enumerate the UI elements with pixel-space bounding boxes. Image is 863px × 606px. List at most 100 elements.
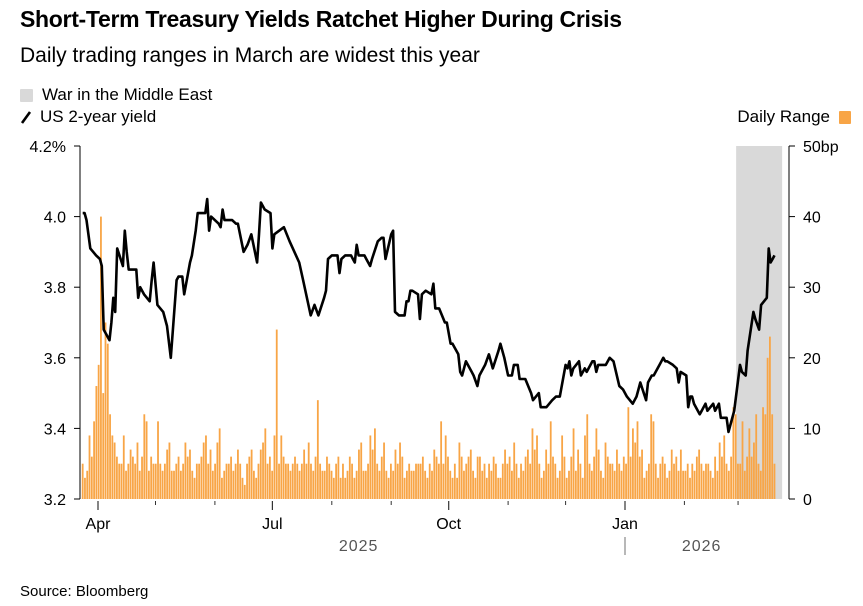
daily-range-bar [533,449,536,499]
daily-range-bar [266,463,269,499]
daily-range-bar [367,463,369,499]
left-axis-tick-label: 3.4 [44,421,66,438]
daily-range-bar [243,484,246,499]
daily-range-bar [394,449,397,499]
daily-range-bar [577,449,580,499]
daily-range-bar [364,470,367,499]
daily-range-bar [323,470,326,499]
daily-range-bar [739,463,742,499]
daily-range-bar [652,421,655,499]
daily-range-bar [257,463,260,499]
legend-item-bar: Daily Range [737,107,851,127]
daily-range-bar [253,470,255,499]
daily-range-bar [695,456,698,499]
daily-range-bar [634,442,637,499]
daily-range-bar [81,463,84,499]
daily-range-bar [549,421,552,499]
daily-range-bar [355,470,358,499]
daily-range-bar [273,435,276,499]
daily-range-bar [424,470,427,499]
right-axis-tick-label: 20 [803,351,821,368]
daily-range-bar [449,470,452,499]
daily-range-bar [465,463,468,499]
daily-range-bar [654,463,657,499]
daily-range-bar [415,463,417,499]
daily-range-bar [264,428,267,499]
daily-range-bar [579,463,582,499]
daily-range-bar [408,463,411,499]
daily-range-bar [458,442,461,499]
daily-range-bar [93,421,95,499]
daily-range-bar [627,407,630,499]
daily-range-bar [278,463,280,499]
daily-range-bar [529,463,532,499]
left-axis-tick-label: 3.2 [44,492,66,509]
daily-range-bar [693,470,696,499]
daily-range-bar [401,456,404,499]
daily-range-bar [184,442,187,499]
daily-range-bar [280,435,283,499]
daily-range-bar [759,470,762,499]
daily-range-bar [552,456,554,499]
daily-range-bar [303,449,306,499]
daily-range-bar [284,463,287,499]
daily-range-bar [629,456,632,499]
daily-range-bar [161,470,164,499]
daily-range-bar [613,470,616,499]
daily-range-bar [561,435,564,499]
daily-range-bar [586,414,589,499]
daily-range-bar [707,463,710,499]
daily-range-bar [86,470,89,499]
daily-range-bar [189,449,191,499]
daily-range-bar [702,470,705,499]
daily-range-bar [207,463,210,499]
daily-range-bar [442,463,445,499]
daily-range-bar [312,470,315,499]
daily-range-bar [198,463,201,499]
daily-range-bar [737,463,739,499]
daily-range-bar [456,477,459,499]
daily-range-bar [154,463,157,499]
daily-range-bar [472,470,474,499]
daily-range-bar [460,456,463,499]
daily-range-bar [237,449,239,499]
daily-range-bar [545,449,548,499]
daily-range-bar [682,470,685,499]
daily-range-bar [673,463,675,499]
daily-range-bar [771,414,774,499]
daily-range-bar [387,477,390,499]
daily-range-bar [517,477,520,499]
daily-range-bar [214,463,216,499]
daily-range-bar [773,463,776,499]
daily-range-bar [675,456,678,499]
daily-range-bar [716,470,719,499]
daily-range-bar [590,470,593,499]
daily-range-bar [730,456,732,499]
daily-range-bar [150,456,153,499]
daily-range-bar [718,442,721,499]
daily-range-bar [348,456,351,499]
daily-range-bar [250,449,253,499]
daily-range-bar [565,477,568,499]
daily-range-bar [723,435,726,499]
daily-range-bar [383,442,385,499]
x-axis-tick-label: Oct [436,516,461,533]
daily-range-bar [346,470,349,499]
daily-range-bar [666,477,669,499]
daily-range-bar [483,463,486,499]
daily-range-bar [588,463,591,499]
daily-range-bar [316,400,319,499]
daily-range-bar [526,449,529,499]
daily-range-bar [287,463,290,499]
daily-range-bar [163,463,166,499]
daily-range-bar [230,456,232,499]
daily-range-bar [691,463,694,499]
x-axis-tick-label: Apr [86,516,112,533]
right-axis-tick-label: 50bp [803,139,839,156]
daily-range-bar [433,449,436,499]
daily-range-bar [558,470,561,499]
daily-range-bar [170,470,173,499]
daily-range-bar [120,463,123,499]
daily-range-bar [109,414,111,499]
